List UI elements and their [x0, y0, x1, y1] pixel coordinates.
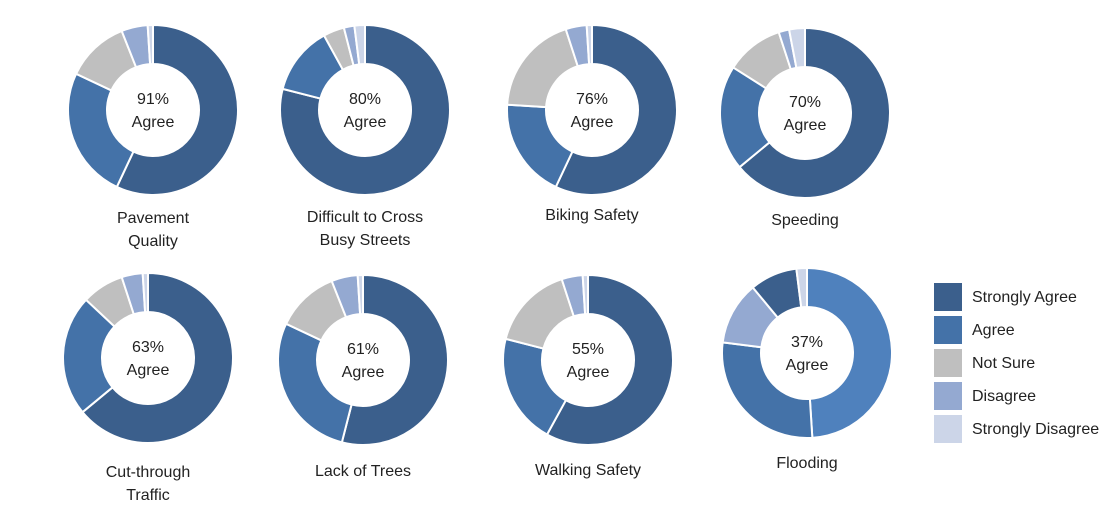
slice-strongly-agree	[738, 26, 891, 199]
slice-strongly-disagree	[353, 23, 366, 66]
donut-title: Busy Streets	[320, 232, 411, 249]
slice-strongly-agree	[545, 273, 674, 446]
slice-not-sure	[504, 277, 576, 350]
center-percent-label: 61%	[347, 341, 379, 358]
center-agree-label: Agree	[344, 114, 387, 131]
donut-cut-through-traffic: 63% Agree Cut-through Traffic	[62, 271, 234, 504]
donut-title: Cut-through	[106, 464, 191, 481]
donut-walking-safety: 55% Agree Walking Safety	[502, 273, 674, 479]
slice-strongly-agree	[279, 23, 451, 196]
slice-strongly-disagree	[787, 26, 806, 69]
center-percent-label: 55%	[572, 341, 604, 358]
slice-not-sure	[506, 27, 580, 109]
center-agree-label: Agree	[132, 114, 175, 131]
center-percent-label: 70%	[789, 94, 821, 111]
center-agree-label: Agree	[786, 357, 829, 374]
donut-title: Speeding	[771, 212, 839, 229]
slice-strongly-agree	[721, 341, 814, 439]
slice-strongly-disagree	[585, 23, 593, 66]
center-agree-label: Agree	[784, 117, 827, 134]
slice-agree	[277, 322, 353, 444]
legend-label-agree: Agree	[972, 322, 1015, 339]
center-percent-label: 91%	[137, 91, 169, 108]
legend-swatch-not-sure	[934, 349, 962, 377]
legend-swatch-agree	[934, 316, 962, 344]
center-percent-label: 37%	[791, 334, 823, 351]
center-percent-label: 76%	[576, 91, 608, 108]
donut-difficult-to-cross-busy-streets: 80% Agree Difficult to Cross Busy Streets	[279, 23, 451, 249]
donut-title: Flooding	[776, 455, 837, 472]
donut-title: Biking Safety	[545, 207, 638, 224]
slice-strongly-disagree	[795, 266, 808, 309]
donut-title: Quality	[128, 233, 178, 250]
legend-swatch-strongly-agree	[934, 283, 962, 311]
donut-speeding: 70% Agree Speeding	[719, 26, 891, 229]
donut-flooding: 37% Agree Flooding	[721, 266, 893, 472]
center-percent-label: 80%	[349, 91, 381, 108]
center-agree-label: Agree	[127, 362, 170, 379]
legend-label-disagree: Disagree	[972, 388, 1036, 405]
legend-swatch-strongly-disagree	[934, 415, 962, 443]
legend: Strongly Agree Agree Not Sure Disagree Stron…	[934, 283, 1099, 443]
slice-strongly-agree	[81, 271, 234, 444]
center-agree-label: Agree	[571, 114, 614, 131]
legend-label-not-sure: Not Sure	[972, 355, 1035, 372]
center-agree-label: Agree	[342, 364, 385, 381]
slice-strongly-disagree	[146, 23, 154, 66]
donut-title: Difficult to Cross	[307, 209, 423, 226]
center-percent-label: 63%	[132, 339, 164, 356]
legend-label-strongly-disagree: Strongly Disagree	[972, 421, 1099, 438]
donut-lack-of-trees: 61% Agree Lack of Trees	[277, 273, 449, 480]
slice-strongly-agree	[340, 273, 449, 446]
donut-title: Walking Safety	[535, 462, 641, 479]
donut-title: Traffic	[126, 487, 170, 504]
slice-strongly-disagree	[581, 273, 589, 316]
slice-strongly-agree	[554, 23, 678, 196]
center-agree-label: Agree	[567, 364, 610, 381]
slice-agree	[806, 266, 893, 439]
donut-title: Lack of Trees	[315, 463, 411, 480]
slice-agree	[506, 103, 574, 189]
legend-swatch-disagree	[934, 382, 962, 410]
slice-strongly-agree	[115, 23, 239, 196]
slice-strongly-disagree	[141, 271, 149, 314]
donut-pavement-quality: 91% Agree Pavement Quality	[67, 23, 239, 250]
slice-strongly-disagree	[356, 273, 364, 316]
donut-biking-safety: 76% Agree Biking Safety	[506, 23, 678, 224]
donut-title: Pavement	[117, 210, 190, 227]
slice-agree	[67, 72, 135, 189]
legend-label-strongly-agree: Strongly Agree	[972, 289, 1077, 306]
